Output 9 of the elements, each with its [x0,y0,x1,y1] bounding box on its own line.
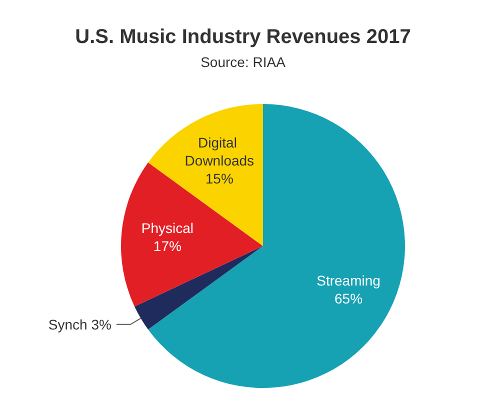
data-label: 65% [334,290,363,307]
data-label: 15% [205,170,234,186]
chart-subtitle: Source: RIAA [200,54,286,70]
slice-label: Streaming [316,272,380,289]
chart-title: U.S. Music Industry Revenues 2017 [75,26,411,48]
slice-label: Synch 3% [48,316,112,332]
slice-label: Digital Downloads [184,134,254,168]
data-label: 17% [153,238,182,254]
slice-label: Physical [141,220,194,236]
